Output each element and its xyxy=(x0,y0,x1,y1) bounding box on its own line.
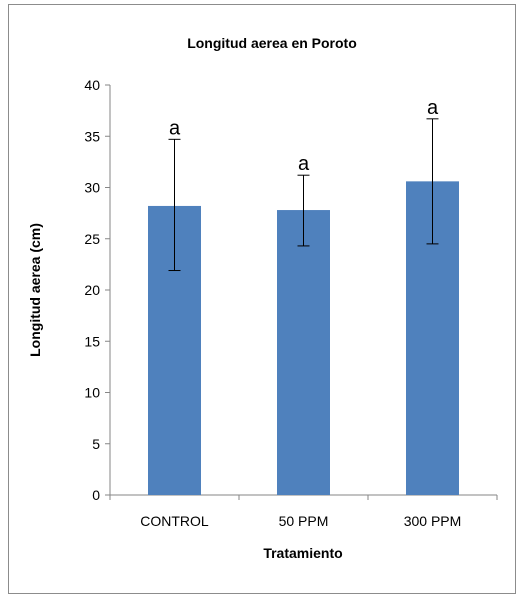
bar xyxy=(277,210,330,496)
plot-area: 0 5 10 15 20 25 30 35 40 a CONTROL a 50 PPM a 300 PPM xyxy=(84,77,498,529)
y-tick-label: 0 xyxy=(92,487,100,503)
x-axis-title: Tratamiento xyxy=(263,545,342,561)
y-tick-label: 25 xyxy=(84,231,100,247)
x-tick-label: 50 PPM xyxy=(279,513,329,529)
significance-letter: a xyxy=(298,153,310,175)
y-tick-label: 35 xyxy=(84,128,100,144)
y-tick-label: 5 xyxy=(92,436,100,452)
y-tick-label: 15 xyxy=(84,333,100,349)
y-tick-label: 10 xyxy=(84,385,100,401)
significance-letter: a xyxy=(169,117,181,139)
chart-title: Longitud aerea en Poroto xyxy=(187,35,357,51)
significance-letter: a xyxy=(427,97,439,119)
y-tick-label: 20 xyxy=(84,282,100,298)
x-tick-label: CONTROL xyxy=(140,513,209,529)
x-tick-label: 300 PPM xyxy=(404,513,462,529)
y-tick-label: 40 xyxy=(84,77,100,93)
y-tick-label: 30 xyxy=(84,180,100,196)
y-axis-title: Longitud aerea (cm) xyxy=(27,223,43,357)
